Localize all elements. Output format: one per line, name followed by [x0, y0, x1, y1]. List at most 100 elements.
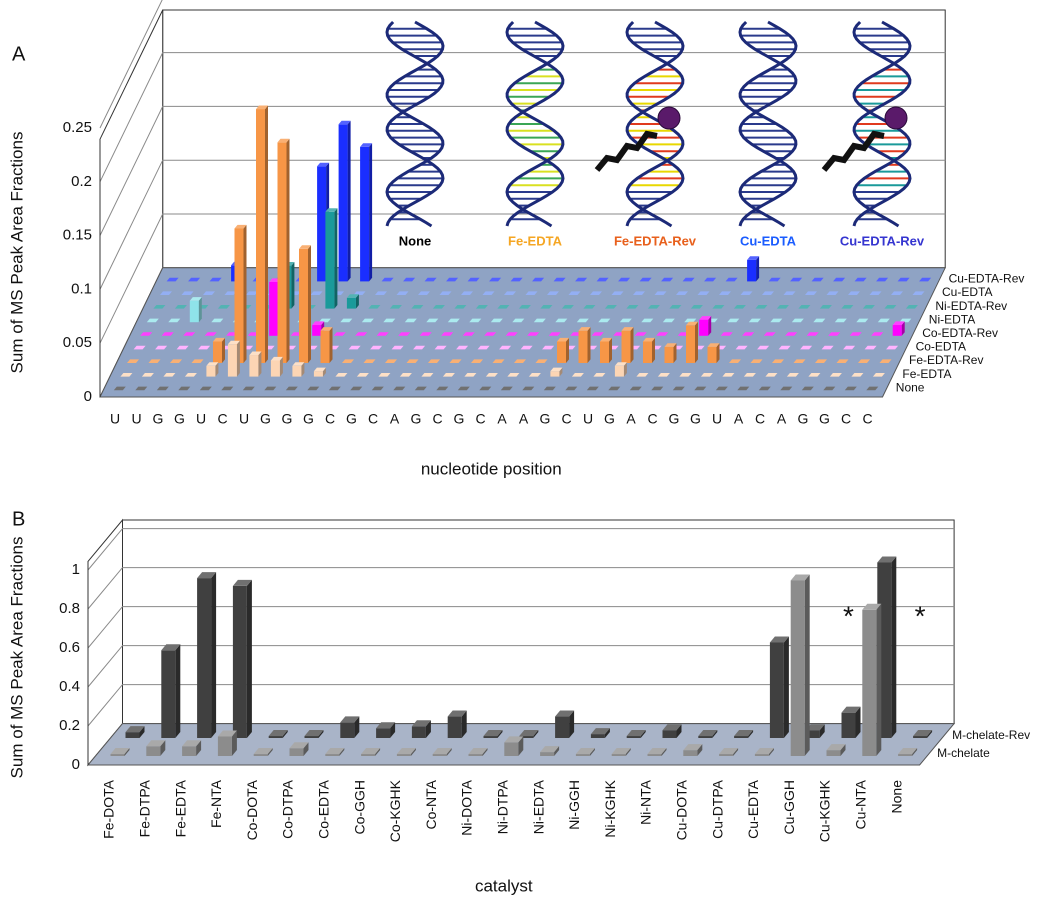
x-tick-label: A: [626, 411, 636, 427]
bar-top: [876, 277, 889, 282]
bar: [504, 291, 516, 295]
bar-top: [727, 318, 740, 323]
bar: [864, 345, 877, 350]
bar-top: [811, 277, 824, 282]
y-tick-label: 0.25: [63, 119, 92, 136]
bar-top: [176, 345, 189, 350]
bar-top: [500, 386, 513, 391]
bar: [421, 373, 434, 377]
bar: [519, 730, 539, 738]
bar-top: [242, 386, 255, 391]
x-tick-label: Co-DOTA: [244, 779, 260, 840]
x-tick-label: U: [712, 411, 722, 427]
bar: [522, 386, 535, 391]
bar: [776, 305, 789, 309]
bar-side: [211, 572, 217, 738]
bar: [277, 138, 290, 363]
bar: [213, 337, 225, 363]
bar: [197, 572, 217, 738]
bar-front: [312, 325, 322, 336]
bar-top: [375, 291, 387, 295]
bar-top: [586, 386, 599, 391]
bar-top: [376, 722, 396, 729]
bar: [793, 359, 806, 363]
bar-top: [754, 748, 774, 754]
x-tick-label: A: [734, 411, 744, 427]
bar: [697, 291, 710, 295]
bar-top: [651, 386, 664, 391]
bar: [848, 291, 860, 295]
bar-top: [790, 574, 810, 581]
bar: [418, 291, 430, 295]
bar: [547, 291, 559, 295]
bar-top: [277, 138, 290, 143]
bar-top: [619, 318, 632, 323]
bar: [798, 305, 811, 309]
bar: [884, 305, 897, 309]
bar-front: [898, 754, 913, 756]
bar-top: [540, 746, 560, 753]
bar-top: [614, 362, 627, 366]
bar-top: [576, 318, 589, 323]
bar: [264, 386, 277, 391]
y-tick-label: 0.15: [63, 227, 92, 244]
bar-top: [467, 277, 480, 282]
bar: [629, 386, 642, 391]
bar-top: [253, 748, 273, 754]
bar-top: [499, 345, 512, 350]
bar-top: [441, 332, 454, 336]
bar: [383, 318, 396, 323]
bar-top: [633, 291, 645, 295]
bar-front: [292, 365, 302, 377]
bar: [891, 291, 903, 295]
bar-front: [189, 300, 199, 323]
bar-top: [383, 318, 396, 323]
bar: [542, 345, 555, 350]
bar: [135, 386, 148, 391]
bar-top: [864, 345, 877, 350]
bar-top: [833, 277, 846, 282]
bar-top: [198, 345, 211, 350]
bar-side: [461, 710, 467, 738]
bar-top: [780, 386, 793, 391]
bar-top: [227, 340, 240, 345]
bar: [661, 277, 674, 282]
bar: [647, 305, 660, 309]
bar-side: [355, 294, 359, 309]
bar-top: [168, 318, 181, 323]
bar-top: [361, 318, 374, 323]
bar: [836, 359, 849, 363]
x-tick-label: G: [282, 411, 293, 427]
bar-side: [927, 730, 933, 738]
bar: [805, 724, 825, 738]
bar-front: [555, 716, 570, 738]
bar-side: [334, 208, 338, 309]
bar-side: [246, 579, 252, 738]
bar: [715, 386, 728, 391]
bar-side: [215, 362, 219, 377]
bar: [734, 730, 754, 738]
bar-front: [346, 297, 356, 309]
bar-top: [734, 730, 754, 736]
bar-front: [277, 142, 287, 363]
bar: [385, 359, 397, 363]
bar: [682, 277, 695, 282]
bar: [583, 305, 596, 309]
bar-side: [308, 245, 311, 363]
bar: [485, 373, 498, 377]
bar: [869, 291, 882, 295]
bar-top: [643, 337, 655, 342]
bar: [686, 321, 698, 363]
bar-top: [757, 345, 770, 350]
bar-top: [174, 305, 187, 309]
bar-top: [755, 305, 768, 309]
bar: [411, 720, 431, 738]
bar-top: [482, 291, 495, 295]
bar-top: [598, 318, 611, 323]
bar: [651, 386, 664, 391]
bar: [489, 277, 502, 282]
bar: [396, 748, 416, 756]
bar: [504, 736, 524, 756]
bar-top: [737, 386, 750, 391]
bar-top: [828, 332, 841, 336]
